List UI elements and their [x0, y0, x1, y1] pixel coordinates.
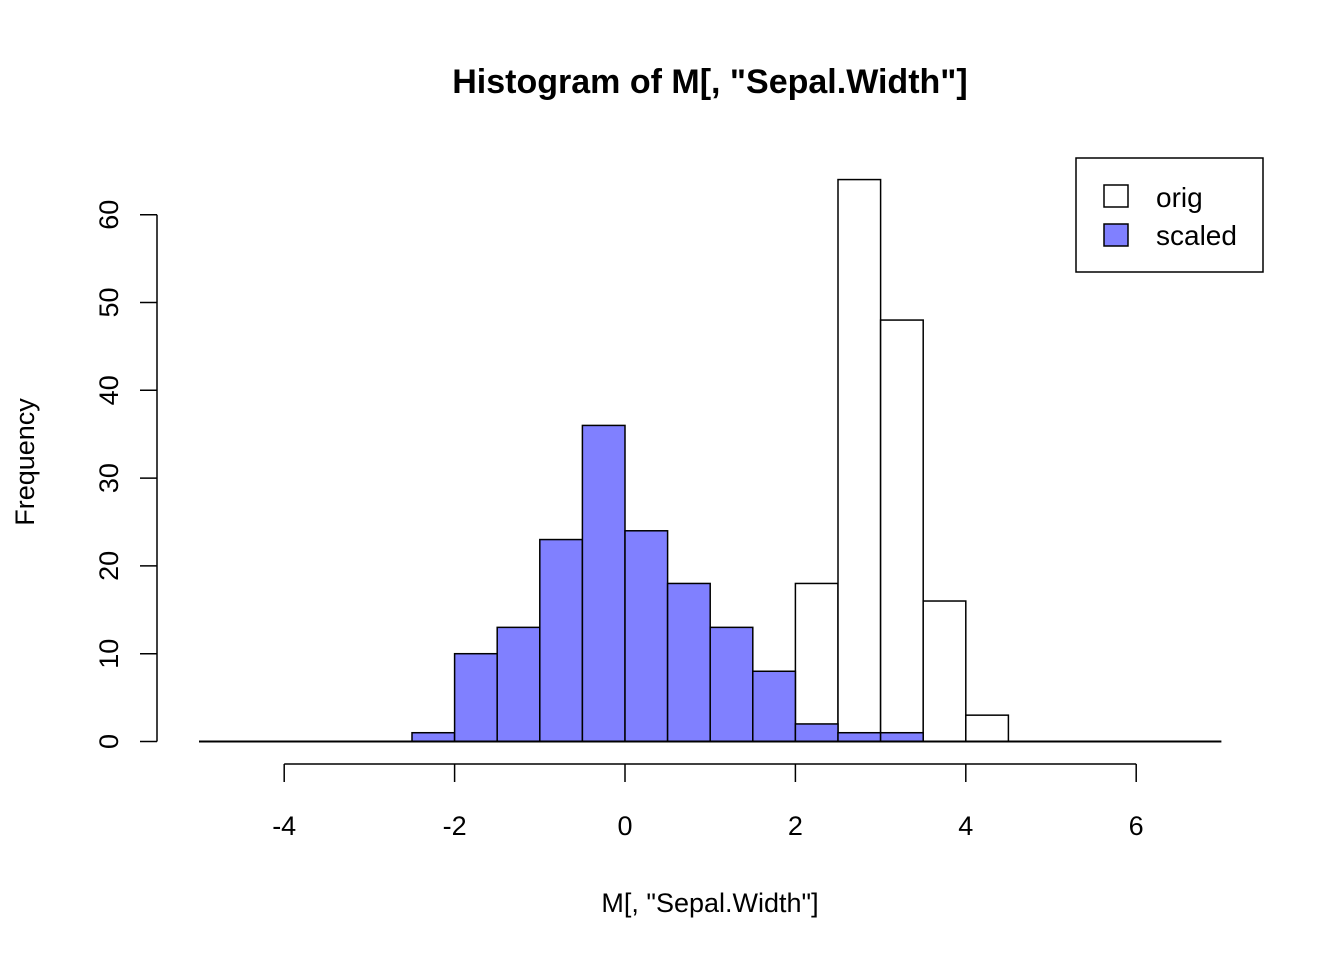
legend-label-orig: orig — [1156, 182, 1203, 213]
y-axis-label: Frequency — [10, 398, 40, 526]
x-tick-label: -2 — [443, 811, 467, 841]
scaled-bar — [752, 670, 797, 743]
scaled-bars — [411, 424, 924, 743]
scaled-bar — [496, 626, 541, 743]
scaled-bar — [539, 538, 584, 743]
y-tick-label: 20 — [94, 551, 124, 581]
scaled-bar — [879, 731, 924, 743]
scaled-bar — [453, 652, 498, 743]
y-tick-label: 0 — [94, 734, 124, 749]
orig-bars — [752, 178, 1010, 743]
scaled-bar — [837, 731, 882, 743]
orig-bar — [794, 582, 839, 743]
scaled-bar — [666, 582, 711, 743]
legend-box — [1075, 157, 1264, 273]
y-tick-label: 40 — [94, 375, 124, 405]
y-axis: 0 10 20 30 40 50 60 — [94, 200, 158, 749]
legend-label-scaled: scaled — [1156, 220, 1237, 251]
x-axis-label: M[, "Sepal.Width"] — [601, 888, 818, 918]
y-tick-label: 60 — [94, 200, 124, 230]
x-axis: -4 -2 0 2 4 6 — [272, 763, 1144, 841]
legend-swatch-scaled — [1103, 223, 1129, 247]
orig-bar — [965, 714, 1010, 743]
scaled-bar — [581, 424, 626, 743]
x-tick-label: 4 — [958, 811, 973, 841]
scaled-bar — [411, 731, 456, 743]
y-tick-label: 50 — [94, 287, 124, 317]
x-tick-label: 2 — [788, 811, 803, 841]
x-tick-label: -4 — [272, 811, 296, 841]
x-tick-label: 0 — [617, 811, 632, 841]
orig-bar — [922, 600, 967, 743]
y-tick-label: 30 — [94, 463, 124, 493]
x-tick-label: 6 — [1129, 811, 1144, 841]
legend-swatch-orig — [1103, 184, 1129, 208]
scaled-bar — [709, 626, 754, 743]
legend: orig scaled — [1075, 157, 1264, 273]
chart-title: Histogram of M[, "Sepal.Width"] — [452, 63, 967, 101]
scaled-bar — [624, 530, 669, 743]
orig-bar — [879, 319, 924, 743]
y-tick-label: 10 — [94, 639, 124, 669]
scaled-bar — [794, 723, 839, 743]
orig-bar — [837, 178, 882, 743]
